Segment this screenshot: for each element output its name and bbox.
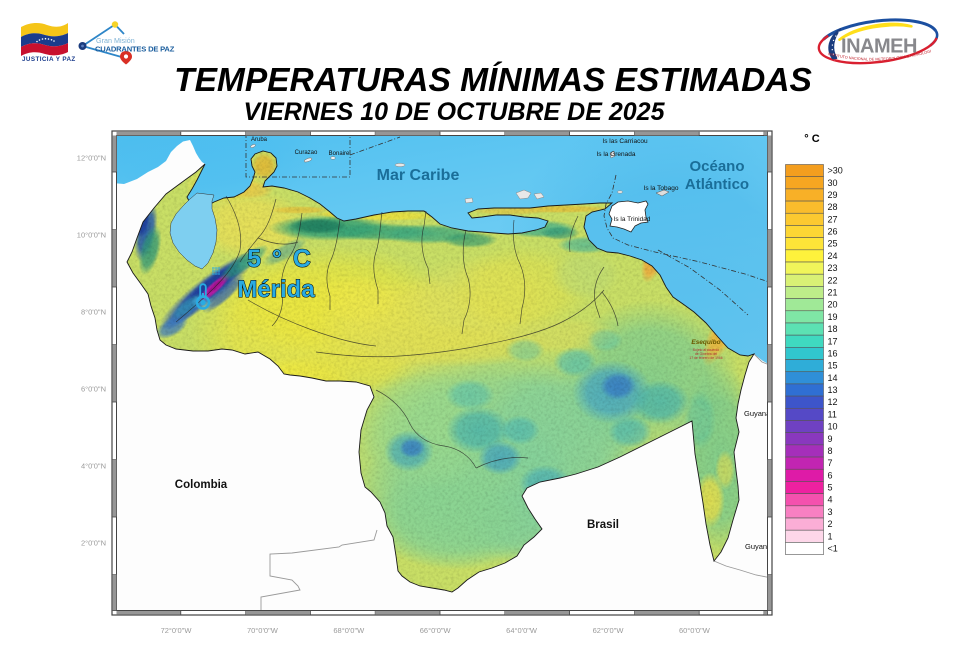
- svg-text:Bonaire: Bonaire: [329, 151, 350, 157]
- svg-text:8°0'0"N: 8°0'0"N: [81, 308, 106, 317]
- svg-text:VIERNES 10 DE OCTUBRE DE 2025: VIERNES 10 DE OCTUBRE DE 2025: [244, 98, 666, 126]
- svg-text:15: 15: [828, 361, 838, 371]
- svg-text:29: 29: [828, 190, 838, 200]
- svg-text:Mérida: Mérida: [237, 276, 315, 303]
- svg-text:Atlántico: Atlántico: [685, 176, 749, 193]
- svg-text:24: 24: [828, 251, 838, 261]
- svg-text:26: 26: [828, 227, 838, 237]
- svg-text:70°0'0"W: 70°0'0"W: [247, 626, 279, 635]
- svg-text:Guyana: Guyana: [745, 542, 772, 551]
- svg-text:64°0'0"W: 64°0'0"W: [506, 626, 538, 635]
- svg-text:>30: >30: [828, 166, 843, 176]
- svg-text:2°0'0"N: 2°0'0"N: [81, 539, 106, 548]
- svg-text:27: 27: [828, 214, 838, 224]
- svg-text:<1: <1: [828, 543, 838, 553]
- svg-text:3: 3: [828, 507, 833, 517]
- svg-text:11: 11: [828, 409, 837, 419]
- svg-text:13: 13: [828, 385, 838, 395]
- svg-text:4°0'0"N: 4°0'0"N: [81, 462, 106, 471]
- svg-text:21: 21: [828, 288, 838, 298]
- svg-text:12°0'0"N: 12°0'0"N: [77, 154, 106, 163]
- svg-text:JUSTICIA Y PAZ: JUSTICIA Y PAZ: [22, 56, 76, 63]
- svg-text:Brasil: Brasil: [587, 519, 619, 531]
- svg-text:8: 8: [828, 446, 833, 456]
- svg-text:CUADRANTES DE PAZ: CUADRANTES DE PAZ: [95, 45, 175, 54]
- svg-text:10: 10: [828, 422, 838, 432]
- svg-text:66°0'0"W: 66°0'0"W: [420, 626, 452, 635]
- svg-text:de Ginebra del: de Ginebra del: [695, 352, 717, 356]
- svg-text:18: 18: [828, 324, 838, 334]
- svg-text:10°0'0"N: 10°0'0"N: [77, 231, 106, 240]
- svg-text:5: 5: [828, 483, 833, 493]
- svg-text:72°0'0"W: 72°0'0"W: [161, 626, 193, 635]
- svg-text:14: 14: [828, 373, 838, 383]
- svg-text:30: 30: [828, 178, 838, 188]
- svg-text:Is la Grenada: Is la Grenada: [596, 151, 635, 158]
- svg-text:Aruba: Aruba: [251, 137, 268, 143]
- svg-text:60°0'0"W: 60°0'0"W: [679, 626, 711, 635]
- svg-text:12: 12: [828, 397, 838, 407]
- svg-text:62°0'0"W: 62°0'0"W: [593, 626, 625, 635]
- svg-text:5 ° C: 5 ° C: [247, 245, 313, 273]
- svg-text:22: 22: [828, 275, 838, 285]
- svg-text:Curazao: Curazao: [295, 150, 318, 156]
- svg-text:Guyana: Guyana: [744, 409, 771, 418]
- svg-text:TEMPERATURAS MÍNIMAS ESTIMADAS: TEMPERATURAS MÍNIMAS ESTIMADAS: [174, 61, 812, 99]
- svg-text:Is las Carriacou: Is las Carriacou: [602, 138, 648, 145]
- svg-text:Colombia: Colombia: [175, 479, 228, 491]
- svg-text:16: 16: [828, 348, 838, 358]
- svg-text:17 de febrero de 1966: 17 de febrero de 1966: [689, 356, 722, 360]
- svg-text:20: 20: [828, 300, 838, 310]
- svg-text:9: 9: [828, 434, 833, 444]
- svg-text:28: 28: [828, 202, 838, 212]
- svg-text:INAMEH: INAMEH: [841, 36, 917, 58]
- svg-text:Mar Caribe: Mar Caribe: [377, 167, 460, 184]
- svg-text:7: 7: [828, 458, 833, 468]
- svg-text:6°0'0"N: 6°0'0"N: [81, 385, 106, 394]
- svg-text:68°0'0"W: 68°0'0"W: [333, 626, 365, 635]
- svg-text:6: 6: [828, 470, 833, 480]
- svg-text:Is la Tobago: Is la Tobago: [644, 185, 679, 192]
- svg-text:23: 23: [828, 263, 838, 273]
- svg-text:19: 19: [828, 312, 838, 322]
- svg-text:4: 4: [828, 495, 833, 505]
- svg-text:1: 1: [828, 531, 833, 541]
- svg-text:25: 25: [828, 239, 838, 249]
- svg-text:° C: ° C: [804, 133, 819, 145]
- svg-text:Océano: Océano: [689, 158, 744, 175]
- svg-text:Is la Trinidad: Is la Trinidad: [614, 216, 651, 223]
- svg-text:17: 17: [828, 336, 838, 346]
- svg-text:Sujeto al acuerdo: Sujeto al acuerdo: [693, 348, 720, 352]
- svg-text:2: 2: [828, 519, 833, 529]
- svg-text:Gran Misión: Gran Misión: [96, 36, 135, 45]
- svg-text:Esequibo: Esequibo: [691, 339, 720, 346]
